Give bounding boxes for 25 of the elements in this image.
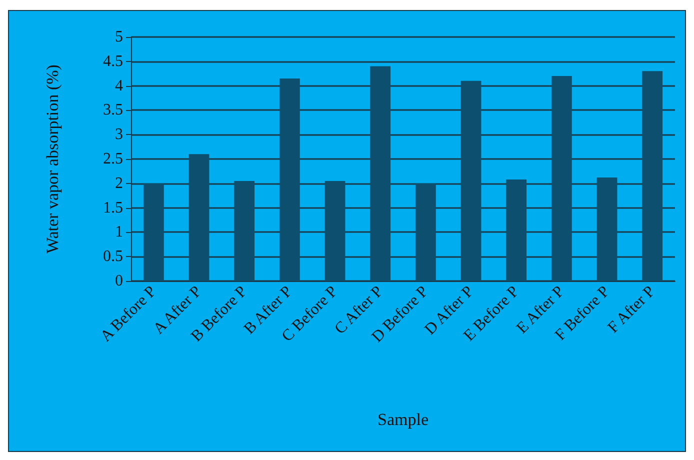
y-tick-label: 0.5 (103, 248, 123, 266)
bar (642, 71, 663, 281)
x-axis-title: Sample (378, 410, 428, 429)
y-tick-label: 2.5 (103, 150, 123, 168)
bar (279, 78, 300, 281)
bar (143, 183, 164, 281)
bar (188, 154, 210, 281)
y-tick-label: 3.5 (103, 102, 123, 119)
bar (370, 66, 391, 281)
y-tick-label: 1 (115, 224, 123, 241)
y-tick-label: 0 (115, 272, 123, 290)
bar (596, 178, 618, 281)
bar (415, 183, 436, 281)
y-tick-label: 1.5 (103, 199, 123, 216)
bar (551, 76, 572, 281)
bar (506, 179, 527, 281)
y-axis-title: Water vapor absorption (%) (43, 64, 62, 254)
y-tick-label: 3 (115, 126, 123, 144)
bar (234, 180, 255, 281)
y-tick-label: 4 (115, 77, 123, 94)
y-tick-label: 4.5 (103, 52, 123, 70)
y-tick-label: 5 (115, 28, 123, 46)
bar (324, 180, 346, 281)
bar (460, 80, 482, 281)
y-tick-label: 2 (115, 174, 123, 192)
